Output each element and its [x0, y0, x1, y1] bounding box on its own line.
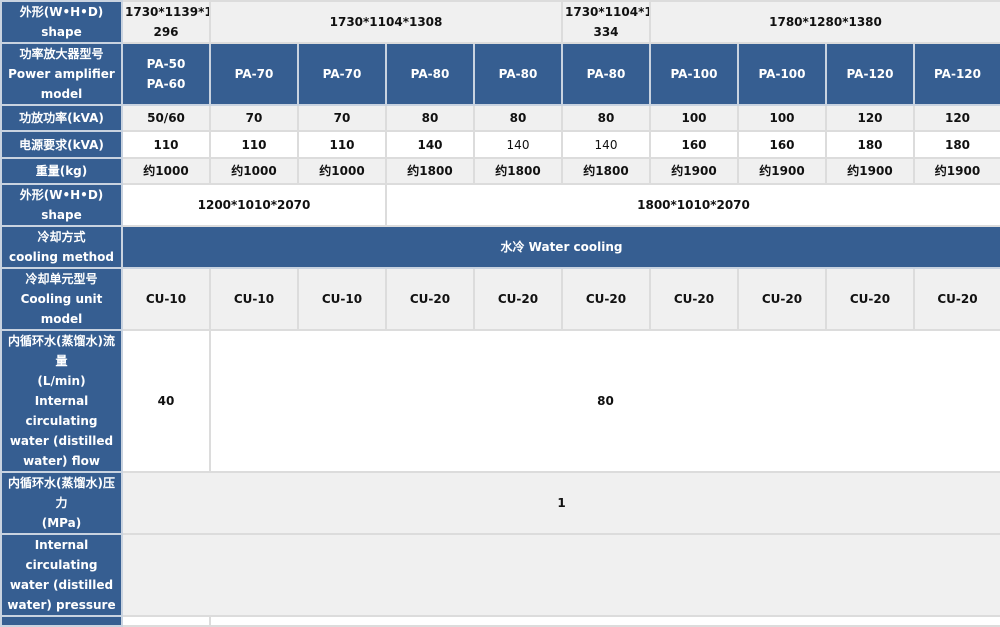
table-cell: 40	[121, 329, 211, 473]
table-cell	[121, 533, 1000, 617]
table-cell: CU-10	[209, 267, 299, 331]
table-cell: 160	[649, 130, 739, 159]
table-cell: 140	[385, 130, 475, 159]
table-cell: 水冷 Water cooling	[121, 225, 1000, 269]
table-cell: 约1000	[297, 157, 387, 185]
table-cell: 50/60	[121, 104, 211, 132]
table-row: Internal circulating water (distilled wate…	[0, 533, 1000, 617]
table-cell: CU-20	[473, 267, 563, 331]
table-cell: 180	[825, 130, 915, 159]
table-cell: 约1800	[385, 157, 475, 185]
row-label: 冷却单元型号 Cooling unit model	[0, 267, 123, 331]
table-cell: 110	[209, 130, 299, 159]
table-cell: CU-20	[385, 267, 475, 331]
table-cell: CU-20	[561, 267, 651, 331]
table-row: 冷却方式 cooling method 水冷 Water cooling	[0, 225, 1000, 269]
table-cell: PA-80	[561, 42, 651, 106]
table-cell: 120	[913, 104, 1000, 132]
table-cell: CU-20	[825, 267, 915, 331]
table-cell: CU-20	[649, 267, 739, 331]
row-label: 冷却方式 cooling method	[0, 225, 123, 269]
row-label: 电源要求(kVA)	[0, 130, 123, 159]
table-cell: CU-20	[737, 267, 827, 331]
table-cell: PA-50 PA-60	[121, 42, 211, 106]
table-cell: PA-80	[385, 42, 475, 106]
table-cell: 1	[121, 471, 1000, 535]
table-cell: 约1800	[561, 157, 651, 185]
table-cell	[121, 615, 211, 627]
table-cell: 140	[561, 130, 651, 159]
table-cell: 80	[209, 329, 1000, 473]
row-label: 功放功率(kVA)	[0, 104, 123, 132]
table-cell: 120	[825, 104, 915, 132]
table-cell: PA-70	[209, 42, 299, 106]
table-row: 外形(W•H•D) shape 1200*1010*2070 1800*1010*20…	[0, 183, 1000, 227]
table-row: 重量(kg) 约1000 约1000 约1000 约1800 约1800 约1800 约190…	[0, 157, 1000, 185]
table-row: 功率放大器型号 Power amplifier model PA-50 PA-60 PA-…	[0, 42, 1000, 106]
table-cell: 约1900	[913, 157, 1000, 185]
table-row: 电源要求(kVA) 110 110 110 140 140 140 160 160 180 180	[0, 130, 1000, 159]
row-label: 内循环水(蒸馏水)压力 (MPa)	[0, 471, 123, 535]
table-cell: 110	[121, 130, 211, 159]
row-label: 外形(W•H•D) shape	[0, 0, 123, 44]
table-row: 功放功率(kVA) 50/60 70 70 80 80 80 100 100 120 120	[0, 104, 1000, 132]
table-cell: 80	[473, 104, 563, 132]
table-row: 冷却单元型号 Cooling unit model CU-10 CU-10 CU-10 C…	[0, 267, 1000, 331]
table-cell	[209, 615, 1000, 627]
table-row: 内循环水(蒸馏水)流量 (L/min) Internal circulating wa…	[0, 329, 1000, 473]
table-cell: 110	[297, 130, 387, 159]
table-cell: 1730*1104*1308	[209, 0, 563, 44]
table-cell: PA-120	[825, 42, 915, 106]
table-cell: 约1000	[121, 157, 211, 185]
table-cell: 1730*1139*1 296	[121, 0, 211, 44]
table-cell: 160	[737, 130, 827, 159]
table-cell: CU-20	[913, 267, 1000, 331]
row-label: 功率放大器型号 Power amplifier model	[0, 42, 123, 106]
table-row: 内循环水(蒸馏水)压力 (MPa) 1	[0, 471, 1000, 535]
table-cell: 70	[297, 104, 387, 132]
table-cell: 100	[737, 104, 827, 132]
table-row: 外形(W•H•D) shape 1730*1139*1 296 1730*1104*13…	[0, 0, 1000, 44]
table-cell: 1200*1010*2070	[121, 183, 387, 227]
row-label: 外形(W•H•D) shape	[0, 183, 123, 227]
table-cell: 80	[385, 104, 475, 132]
table-cell: 约1900	[825, 157, 915, 185]
row-label	[0, 615, 123, 627]
row-label: 内循环水(蒸馏水)流量 (L/min) Internal circulating wa…	[0, 329, 123, 473]
table-cell: 80	[561, 104, 651, 132]
table-row	[0, 615, 1000, 627]
table-cell: PA-100	[737, 42, 827, 106]
row-label: Internal circulating water (distilled wate…	[0, 533, 123, 617]
table-cell: 约1000	[209, 157, 299, 185]
table-cell: 1730*1104*1 334	[561, 0, 651, 44]
row-label: 重量(kg)	[0, 157, 123, 185]
table-cell: CU-10	[297, 267, 387, 331]
table-cell: PA-70	[297, 42, 387, 106]
table-cell: 约1800	[473, 157, 563, 185]
table-cell: CU-10	[121, 267, 211, 331]
table-cell: 180	[913, 130, 1000, 159]
table-cell: 140	[473, 130, 563, 159]
table-cell: 1800*1010*2070	[385, 183, 1000, 227]
table-cell: 70	[209, 104, 299, 132]
table-cell: 约1900	[737, 157, 827, 185]
table-cell: 100	[649, 104, 739, 132]
table-cell: 约1900	[649, 157, 739, 185]
table-cell: PA-100	[649, 42, 739, 106]
table-cell: PA-120	[913, 42, 1000, 106]
table-cell: 1780*1280*1380	[649, 0, 1000, 44]
table-cell: PA-80	[473, 42, 563, 106]
